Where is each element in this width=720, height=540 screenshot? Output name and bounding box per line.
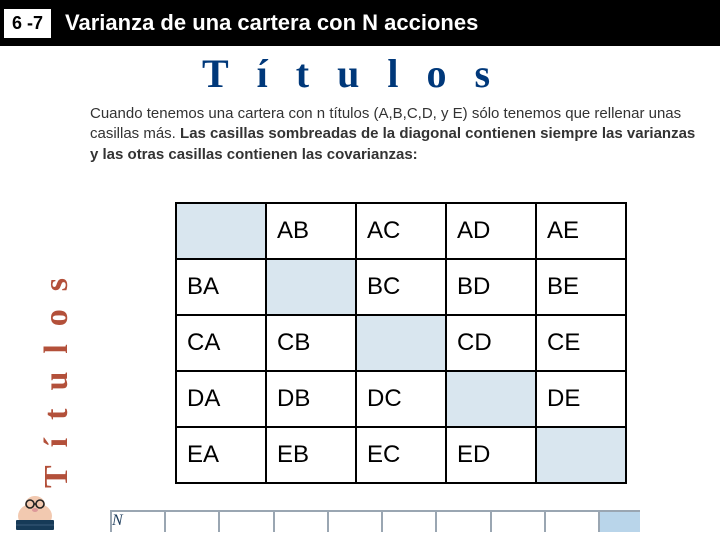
axis-label-left: Títulos [38,260,76,488]
matrix-cell: BD [446,259,536,315]
matrix-cell: AC [356,203,446,259]
matrix-cell: CB [266,315,356,371]
matrix-cell: CE [536,315,626,371]
matrix-cell: ED [446,427,536,483]
matrix-cell: CA [176,315,266,371]
axis-label-top: Títulos [0,50,720,97]
footer-segment [110,510,166,532]
footer-segment [329,510,383,532]
matrix-cell: DE [536,371,626,427]
footer-segment [166,510,220,532]
matrix-cell: BC [356,259,446,315]
description-bold: Las casillas sombreadas de la diagonal c… [90,125,695,162]
matrix-cell [266,259,356,315]
footer-segment [492,510,546,532]
matrix-cell: BA [176,259,266,315]
footer-segment [220,510,274,532]
footer-segment [546,510,600,532]
matrix-table: ABACADAE BA BCBDBE CACB CDCE DADBDC DE EAEBECED [175,202,627,484]
matrix-cell [356,315,446,371]
matrix-cell: EC [356,427,446,483]
matrix-cell: DA [176,371,266,427]
description-text: Cuando tenemos una cartera con n títulos… [90,104,700,165]
matrix-cell: DC [356,371,446,427]
matrix-cell: AE [536,203,626,259]
footer-endcap [600,510,640,532]
matrix-cell: DB [266,371,356,427]
matrix-cell: CD [446,315,536,371]
footer-segment [383,510,437,532]
matrix-cell [536,427,626,483]
covariance-matrix: ABACADAE BA BCBDBE CACB CDCE DADBDC DE EAEBECED [175,202,627,484]
footer-scale [110,510,640,532]
matrix-cell: AD [446,203,536,259]
matrix-cell [176,203,266,259]
footer-segment [437,510,491,532]
matrix-cell: AB [266,203,356,259]
matrix-cell: EB [266,427,356,483]
piggy-icon [8,490,62,534]
slide-title: Varianza de una cartera con N acciones [65,10,478,36]
matrix-cell: EA [176,427,266,483]
slide-header: 6 -7 Varianza de una cartera con N accio… [0,0,720,46]
slide-number: 6 -7 [4,9,51,38]
matrix-cell: BE [536,259,626,315]
footer-segment [275,510,329,532]
matrix-cell [446,371,536,427]
